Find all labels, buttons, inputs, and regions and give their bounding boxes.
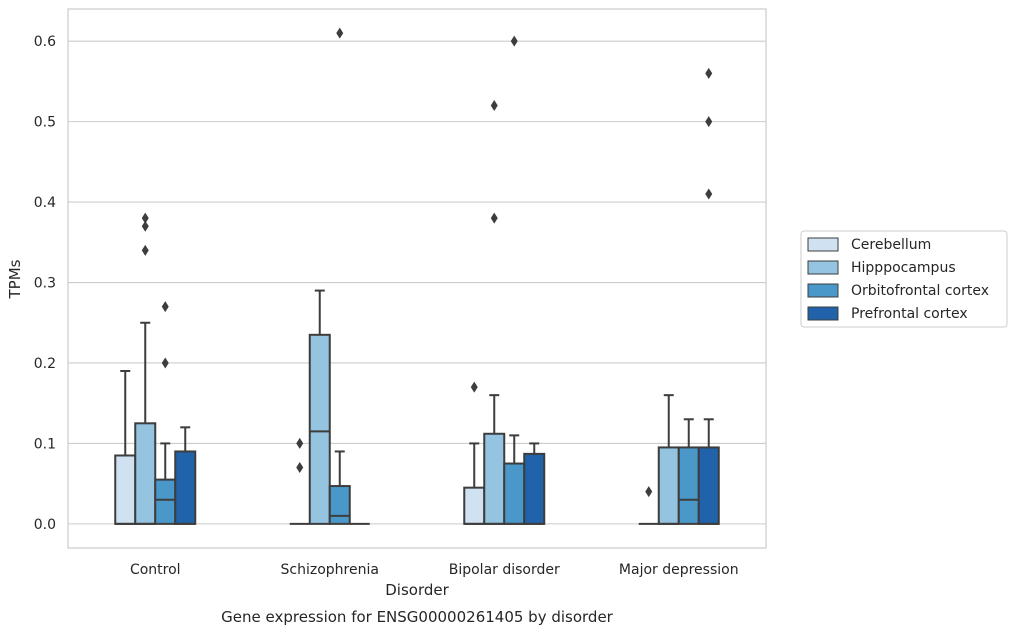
outlier-point bbox=[490, 100, 498, 112]
y-axis-label: TPMs bbox=[6, 259, 24, 299]
legend-swatch bbox=[807, 237, 839, 252]
box-orbitofrontal-cortex bbox=[677, 418, 700, 525]
box-body bbox=[308, 333, 331, 525]
outlier-point bbox=[510, 35, 518, 47]
box-cerebellum bbox=[638, 486, 659, 525]
outlier-point bbox=[141, 220, 149, 232]
outlier-point bbox=[161, 357, 169, 369]
legend-label: Prefrontal cortex bbox=[851, 306, 968, 322]
box-body bbox=[174, 450, 197, 525]
y-tick-label: 0.0 bbox=[34, 517, 56, 533]
outlier-point bbox=[296, 437, 304, 449]
outlier-point bbox=[336, 27, 344, 39]
box-hipppocampus bbox=[308, 289, 331, 525]
outlier-point bbox=[705, 67, 713, 79]
legend-label: Orbitofrontal cortex bbox=[851, 283, 989, 299]
box-body bbox=[523, 452, 546, 525]
box-body bbox=[154, 478, 177, 525]
x-tick-label: Schizophrenia bbox=[281, 562, 379, 578]
outlier-point bbox=[296, 462, 304, 474]
box-orbitofrontal-cortex bbox=[503, 35, 526, 525]
outlier-point bbox=[490, 212, 498, 224]
outlier-point bbox=[470, 381, 478, 393]
outlier-point bbox=[141, 212, 149, 224]
legend-label: Hipppocampus bbox=[851, 260, 956, 276]
chart-caption: Gene expression for ENSG00000261405 by d… bbox=[221, 608, 614, 626]
y-tick-label: 0.5 bbox=[34, 115, 56, 131]
outlier-point bbox=[705, 116, 713, 128]
box-prefrontal-cortex bbox=[174, 426, 197, 525]
outlier-point bbox=[645, 486, 653, 498]
box-hipppocampus bbox=[657, 394, 680, 525]
box-hipppocampus bbox=[134, 212, 157, 525]
x-tick-label: Control bbox=[130, 562, 181, 578]
box-body bbox=[657, 446, 680, 525]
x-tick-labels: Control Schizophrenia Bipolar disorder Majo… bbox=[130, 562, 739, 578]
legend-swatch bbox=[807, 260, 839, 275]
box-body bbox=[677, 446, 700, 525]
legend-swatch bbox=[807, 283, 839, 298]
box-body bbox=[503, 462, 526, 525]
legend-frame bbox=[800, 230, 1008, 328]
box-body bbox=[328, 485, 351, 525]
legend-label: Cerebellum bbox=[851, 237, 931, 253]
x-axis-label: Disorder bbox=[385, 581, 449, 599]
box-body bbox=[114, 454, 137, 525]
outlier-point bbox=[161, 301, 169, 313]
box-cerebellum bbox=[114, 370, 137, 525]
box-cerebellum bbox=[463, 381, 486, 525]
box-body bbox=[463, 486, 486, 525]
box-cerebellum bbox=[289, 437, 310, 525]
y-tick-label: 0.6 bbox=[34, 34, 56, 50]
outlier-point bbox=[705, 188, 713, 200]
box-body bbox=[483, 432, 506, 525]
x-tick-label: Major depression bbox=[619, 562, 739, 578]
plot-frame bbox=[67, 8, 767, 549]
box-hipppocampus bbox=[483, 100, 506, 525]
outlier-point bbox=[141, 244, 149, 256]
boxes-layer bbox=[114, 27, 720, 525]
legend-swatch bbox=[807, 306, 839, 321]
legend: Cerebellum Hipppocampus Orbitofrontal cort… bbox=[800, 230, 1008, 328]
y-tick-label: 0.3 bbox=[34, 276, 56, 292]
box-prefrontal-cortex bbox=[523, 442, 546, 525]
box-body bbox=[134, 422, 157, 525]
x-tick-label: Bipolar disorder bbox=[449, 562, 560, 578]
y-tick-label: 0.2 bbox=[34, 356, 56, 372]
box-orbitofrontal-cortex bbox=[154, 301, 177, 525]
y-tick-label: 0.1 bbox=[34, 436, 56, 452]
box-body bbox=[697, 446, 720, 525]
box-prefrontal-cortex bbox=[697, 67, 720, 525]
y-tick-labels: 0.0 0.1 0.2 0.3 0.4 0.5 0.6 bbox=[34, 34, 56, 533]
y-tick-label: 0.4 bbox=[34, 195, 56, 211]
box-orbitofrontal-cortex bbox=[328, 27, 351, 525]
